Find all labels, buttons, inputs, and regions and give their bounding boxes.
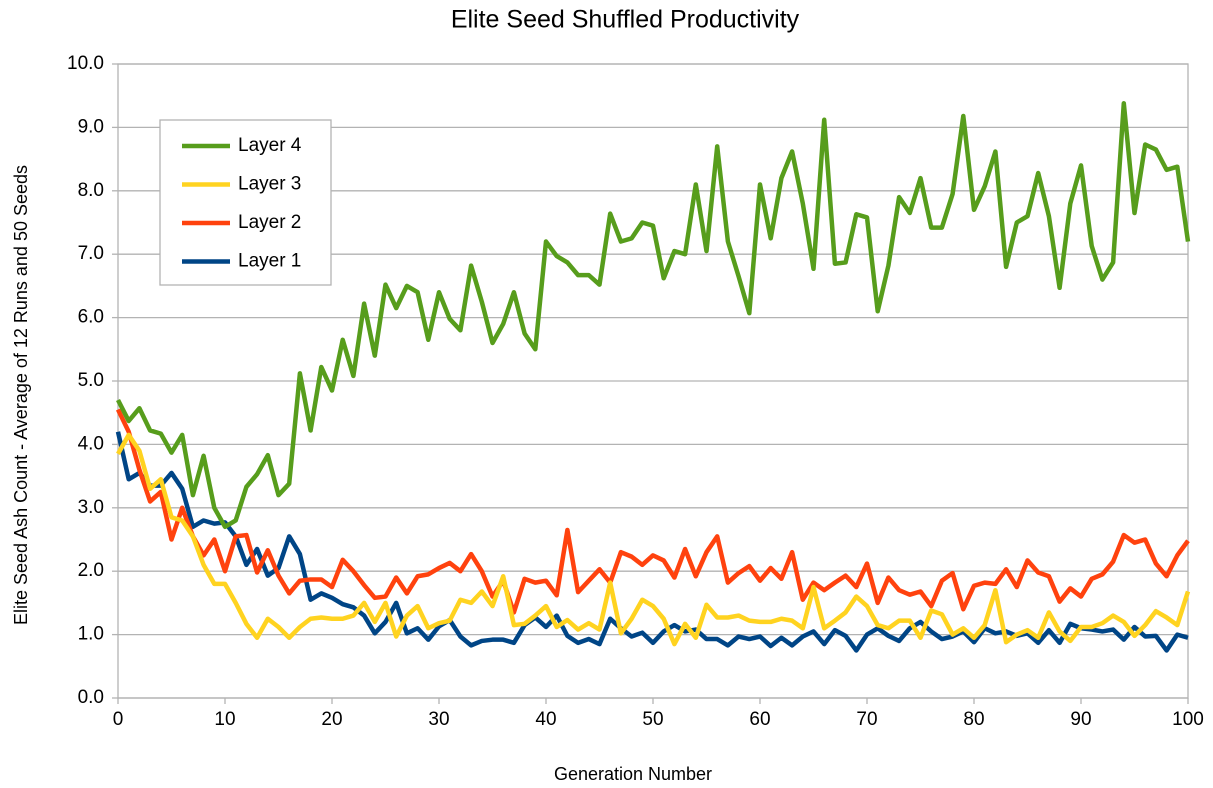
y-tick-label: 3.0 [78,497,104,518]
x-tick-label: 90 [1070,709,1091,730]
x-axis-label: Generation Number [554,764,712,784]
y-tick-label: 1.0 [78,624,104,645]
x-tick-label: 50 [642,709,663,730]
y-tick-label: 6.0 [78,307,104,328]
series-line [116,432,1191,647]
y-tick-label: 5.0 [78,370,104,391]
x-tick-label: 70 [856,709,877,730]
y-tick-label: 10.0 [67,53,104,74]
x-tick-label: 100 [1172,709,1204,730]
y-tick-label: 4.0 [78,433,104,454]
y-tick-label: 8.0 [78,180,104,201]
legend-label: Layer 1 [238,251,301,272]
x-tick-label: 30 [428,709,449,730]
y-tick-label: 2.0 [78,560,104,581]
y-tick-label: 7.0 [78,243,104,264]
y-axis-label: Elite Seed Ash Count - Average of 12 Run… [11,165,31,625]
legend: Layer 4 Layer 3 Layer 2 Layer 1 [159,119,332,286]
x-tick-label: 20 [321,709,342,730]
legend-label: Layer 4 [238,135,302,156]
x-tick-label: 40 [535,709,556,730]
x-tick-label: 0 [113,709,124,730]
series-line [115,408,1190,615]
plot-frame [117,63,1189,699]
x-tick-label: 60 [749,709,770,730]
legend-label: Layer 3 [238,174,301,195]
series-line [115,431,1189,653]
y-tick-label: 9.0 [78,116,104,137]
y-tick-label: 0.0 [78,687,104,708]
x-tick-label: 80 [963,709,984,730]
series-line [115,101,1191,530]
x-tick-label: 10 [214,709,235,730]
chart-title: Elite Seed Shuffled Productivity [451,6,800,34]
legend-label: Layer 2 [238,212,301,233]
